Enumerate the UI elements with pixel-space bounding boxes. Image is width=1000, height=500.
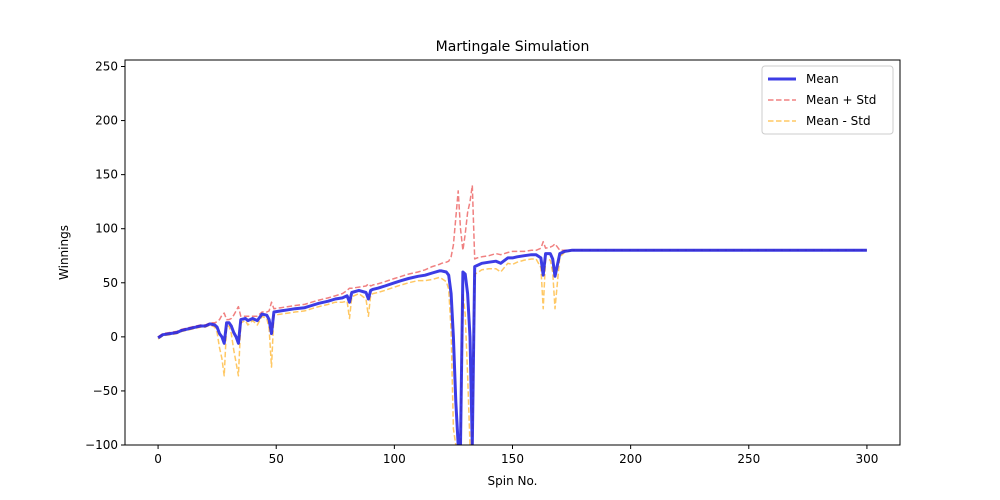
chart-title: Martingale Simulation [436, 39, 590, 55]
x-axis: 0 50 100 150 200 250 300 [154, 445, 878, 466]
legend-label: Mean [806, 72, 839, 86]
x-tick-label: 100 [383, 452, 406, 466]
y-tick-label: 0 [110, 330, 118, 344]
x-tick-label: 200 [619, 452, 642, 466]
plot-frame [124, 59, 901, 446]
legend: Mean Mean + Std Mean - Std [761, 65, 894, 135]
y-axis-label: Winnings [57, 225, 71, 280]
y-tick-label: −50 [93, 384, 118, 398]
legend-label: Mean - Std [806, 114, 871, 128]
x-tick-label: 150 [501, 452, 524, 466]
x-tick-label: 50 [269, 452, 284, 466]
x-tick-label: 0 [154, 452, 162, 466]
series-layer [157, 184, 867, 445]
x-tick-label: 250 [737, 452, 760, 466]
y-tick-label: 100 [95, 222, 118, 236]
mean-minus-std-line [157, 249, 867, 445]
legend-label: Mean + Std [806, 93, 876, 107]
legend-box [761, 65, 894, 135]
mean-plus-std-line [157, 184, 867, 338]
y-axis: −100 −50 0 50 100 150 200 250 [85, 59, 125, 452]
x-axis-label: Spin No. [488, 474, 538, 488]
y-tick-label: 50 [103, 276, 118, 290]
x-tick-label: 300 [855, 452, 878, 466]
y-tick-label: 250 [95, 59, 118, 73]
y-tick-label: −100 [85, 438, 118, 452]
mean-line [157, 248, 867, 445]
y-tick-label: 200 [95, 114, 118, 128]
y-tick-label: 150 [95, 168, 118, 182]
